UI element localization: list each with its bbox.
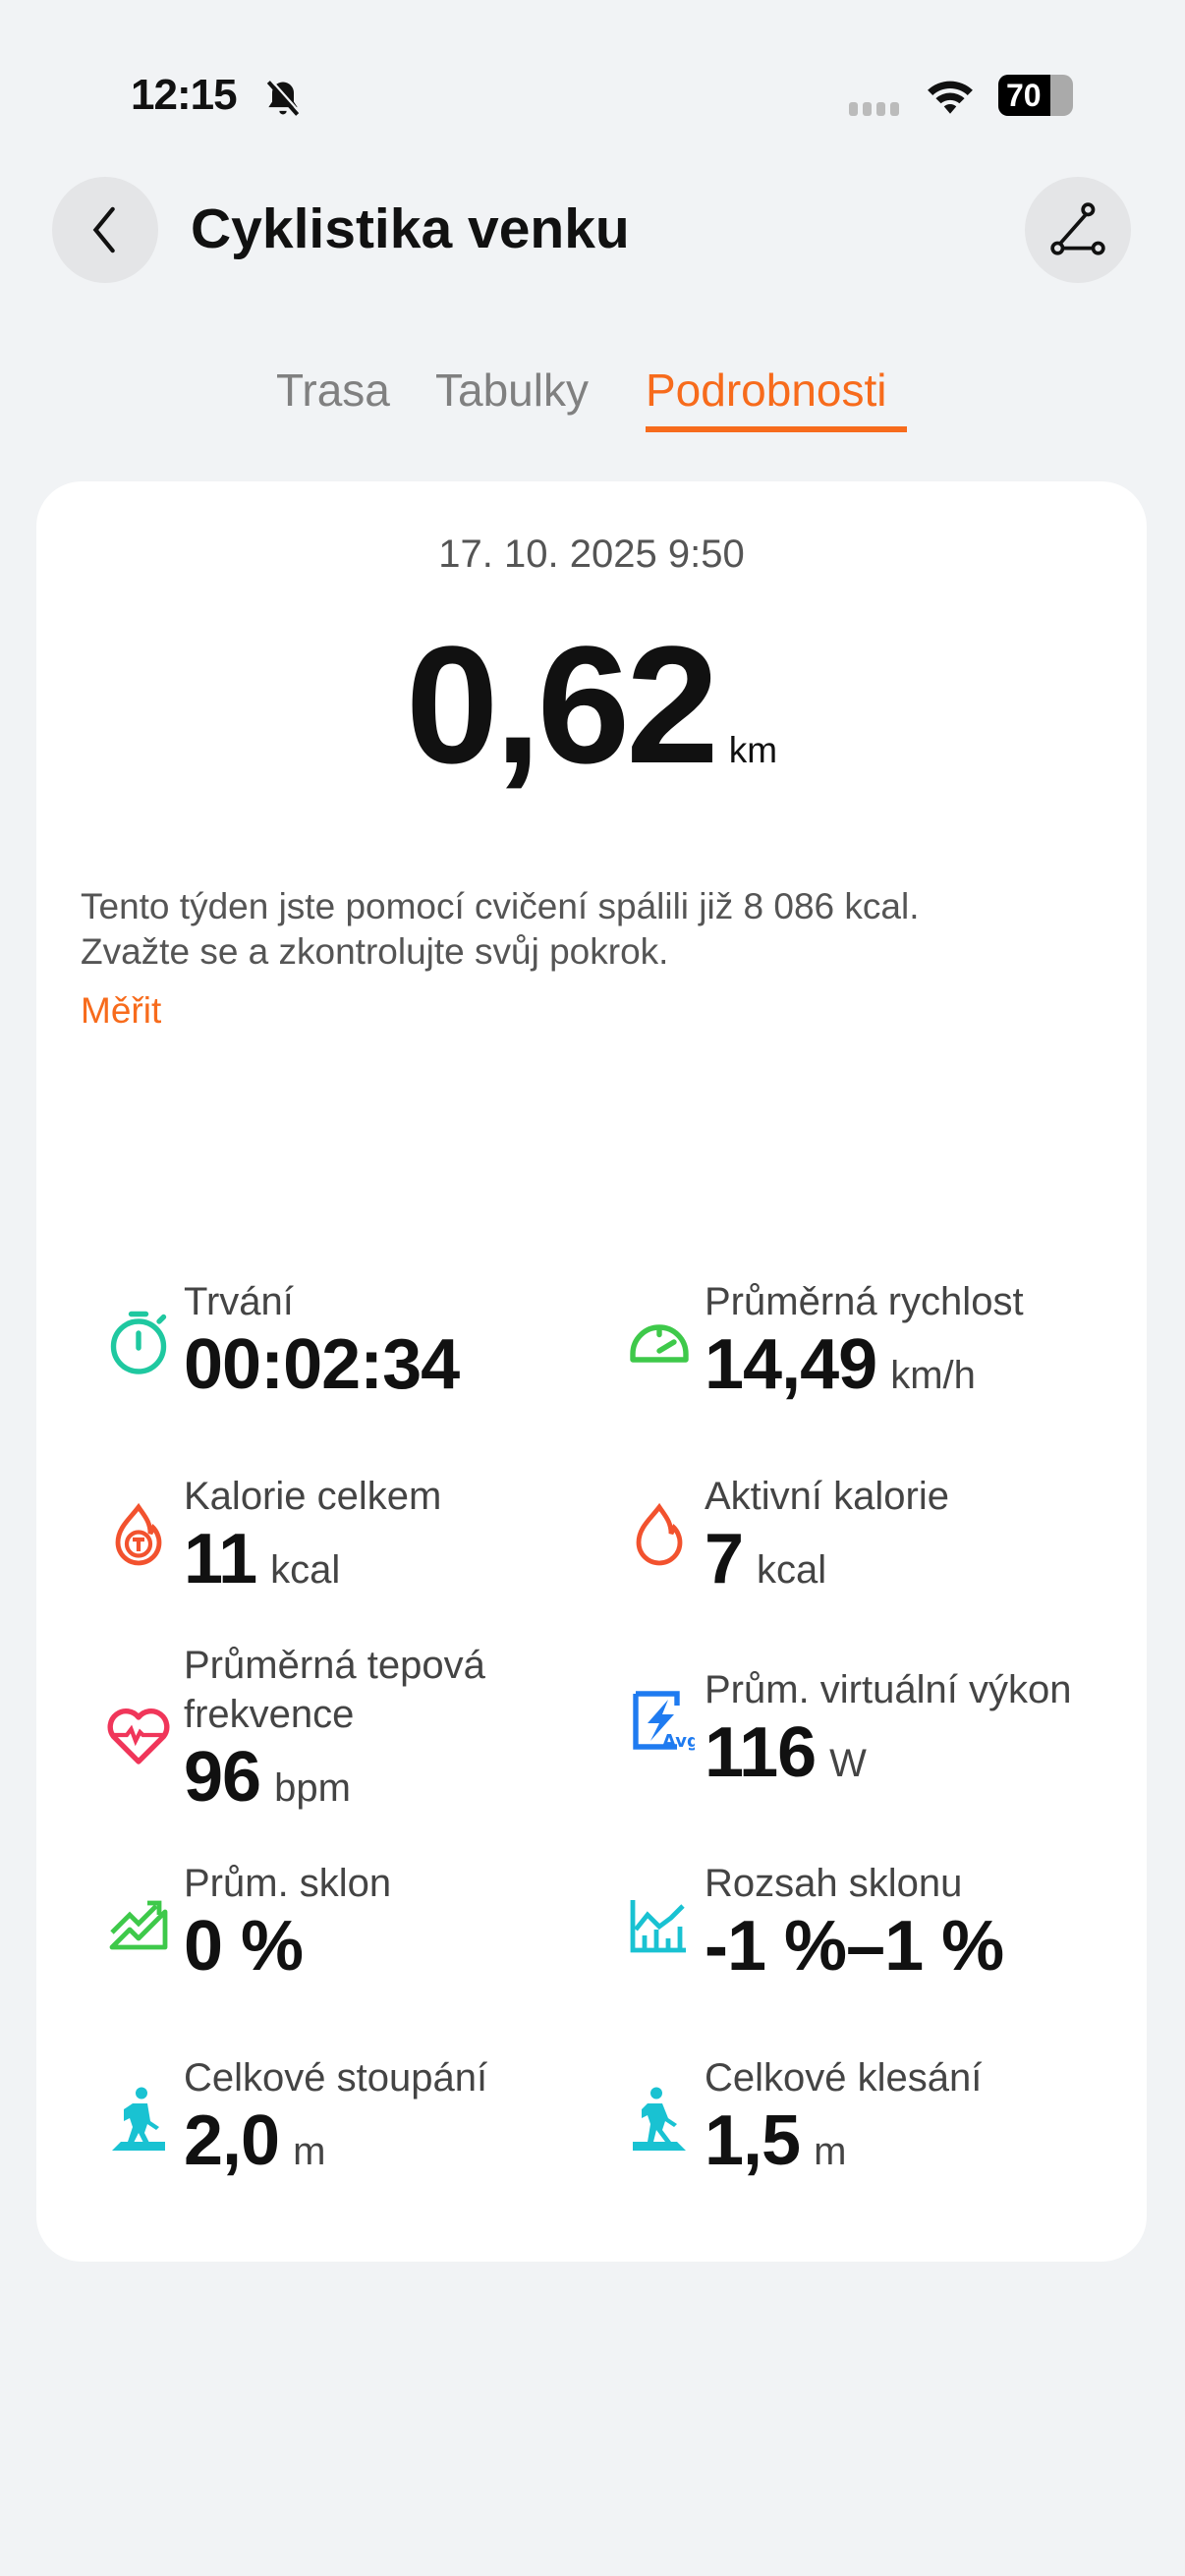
value-number: 00:02:34 [184, 1325, 460, 1404]
value-number: 0 % [184, 1907, 304, 1986]
metric-avg-heart-rate: Průměrná tepová frekvence 96 bpm [107, 1641, 577, 1826]
metric-active-calories: Aktivní kalorie 7 kcal [636, 1472, 949, 1608]
slope-range-icon [630, 1900, 686, 1953]
ascent-icon [112, 2087, 165, 2151]
details-card: 17. 10. 2025 9:50 0,62 km Tento týden jst… [36, 481, 1147, 2262]
stopwatch-icon [110, 1311, 167, 1374]
wifi-icon [928, 81, 973, 114]
value-unit: kcal [757, 1548, 827, 1592]
active-tab-indicator [646, 426, 907, 432]
metric-avg-slope: Prům. sklon 0 % [109, 1859, 392, 1985]
workout-date: 17. 10. 2025 9:50 [438, 532, 745, 576]
route-share-button[interactable] [1025, 177, 1131, 283]
distance-value: 0,62 [405, 612, 719, 799]
slope-icon [109, 1900, 168, 1950]
metric-total-ascent: Celkové stoupání 2,0 m [112, 2053, 488, 2190]
speedometer-icon [630, 1324, 689, 1363]
metric-label: Prům. sklon [184, 1862, 392, 1905]
value-number: -1 %–1 % [705, 1907, 1004, 1986]
heart-rate-icon [107, 1708, 170, 1764]
metric-value: 2,0 m [184, 2102, 487, 2190]
battery-level: 70 [1006, 78, 1042, 113]
metric-label: Celkové klesání [705, 2056, 983, 2100]
value-unit: bpm [274, 1766, 351, 1810]
metric-value: 96 bpm [184, 1739, 577, 1826]
descent-icon [633, 2087, 686, 2151]
bell-muted-icon [266, 79, 302, 116]
tab-trasa[interactable]: Trasa [276, 364, 390, 416]
metric-total-calories: Kalorie celkem 11 kcal [115, 1472, 442, 1608]
note-line: Tento týden jste pomocí cvičení spálili … [81, 886, 920, 926]
value-number: 7 [705, 1520, 744, 1598]
note-line: Zvažte se a zkontrolujte svůj pokrok. [81, 931, 669, 972]
metric-value: 0 % [184, 1908, 391, 1985]
measure-link[interactable]: Měřit [81, 990, 162, 1031]
metric-value: -1 %–1 % [705, 1907, 1004, 1986]
status-time: 12:15 [131, 71, 238, 119]
weekly-note: Tento týden jste pomocí cvičení spálili … [81, 884, 1102, 975]
metric-value: 11 kcal [184, 1521, 441, 1608]
metric-value: 116 W [705, 1714, 1071, 1802]
chevron-left-icon [92, 206, 115, 253]
metric-label: Kalorie celkem [184, 1475, 442, 1518]
value-number: 14,49 [705, 1325, 877, 1404]
metric-duration: Trvání 00:02:34 [110, 1277, 460, 1404]
value-number: 2,0 [184, 2101, 280, 2180]
signal-icon [849, 102, 899, 116]
metric-label: Průměrná rychlost [705, 1280, 1024, 1323]
route-icon [1050, 202, 1105, 255]
value-number: 11 [184, 1520, 257, 1598]
metric-label: Průměrná tepová frekvence [184, 1644, 485, 1736]
metric-value: 00:02:34 [184, 1325, 460, 1404]
value-number: 116 [705, 1713, 817, 1792]
battery-icon: 70 [998, 75, 1073, 116]
metric-label: Celkové stoupání [184, 2056, 488, 2100]
flame-total-icon [115, 1502, 162, 1566]
value-unit: m [814, 2130, 847, 2173]
value-unit: W [829, 1742, 867, 1785]
metric-value: 7 kcal [705, 1521, 949, 1608]
metric-label: Prům. virtuální výkon [705, 1668, 1072, 1711]
metric-total-descent: Celkové klesání 1,5 m [633, 2053, 983, 2190]
value-number: 1,5 [705, 2101, 801, 2180]
metric-avg-virtual-power: Avg Prům. virtuální výkon 116 W [633, 1665, 1072, 1802]
distance-display: 0,62 km [36, 609, 1147, 802]
page-title: Cyklistika venku [191, 197, 630, 260]
back-button[interactable] [52, 177, 158, 283]
metric-slope-range: Rozsah sklonu -1 %–1 % [630, 1859, 1004, 1986]
tab-podrobnosti[interactable]: Podrobnosti [646, 364, 887, 416]
metric-label: Aktivní kalorie [705, 1475, 949, 1518]
tab-tabulky[interactable]: Tabulky [435, 364, 589, 416]
flame-icon [636, 1502, 683, 1566]
svg-text:Avg: Avg [662, 1731, 695, 1752]
power-avg-icon: Avg [633, 1691, 695, 1752]
distance-unit: km [728, 730, 778, 770]
value-unit: km/h [890, 1354, 976, 1397]
metric-value: 1,5 m [705, 2102, 982, 2190]
metric-label: Rozsah sklonu [705, 1862, 963, 1905]
value-number: 96 [184, 1738, 261, 1817]
value-unit: kcal [270, 1548, 341, 1592]
metric-label: Trvání [184, 1280, 294, 1323]
metric-value: 14,49 km/h [705, 1326, 1024, 1414]
metric-avg-speed: Průměrná rychlost 14,49 km/h [630, 1277, 1024, 1414]
value-unit: m [293, 2130, 326, 2173]
